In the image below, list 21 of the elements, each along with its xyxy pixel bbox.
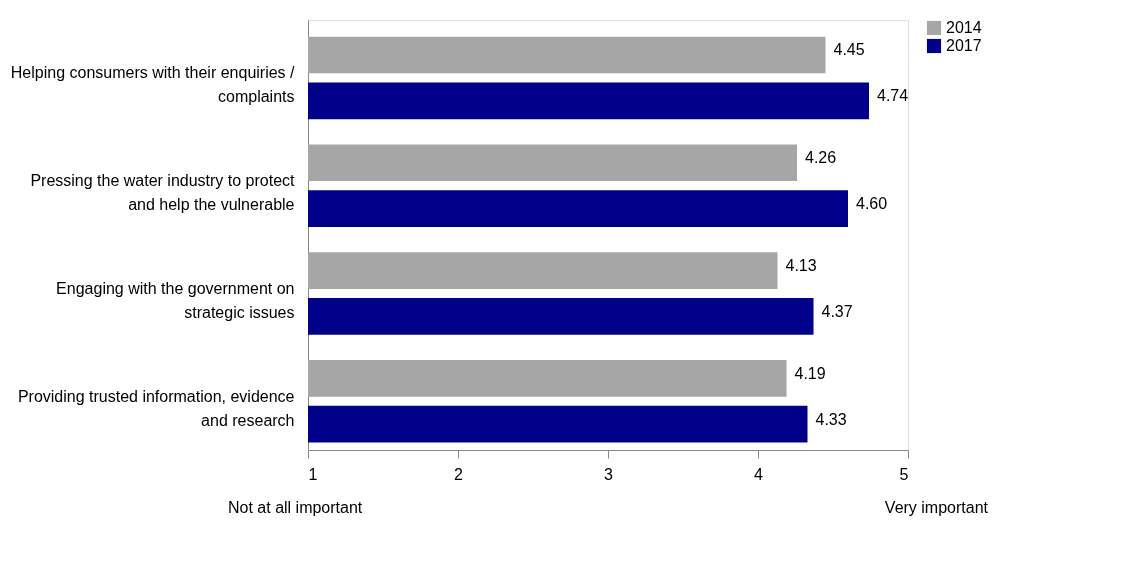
x-tick-label: 2 (454, 465, 464, 483)
x-tick-label: 3 (604, 465, 614, 483)
data-label: 4.26 (805, 149, 837, 167)
legend-label: 2014 (946, 19, 982, 36)
y-tick-label: Helping consumers with their enquiries / complaints (10, 64, 296, 106)
data-label: 4.45 (833, 41, 865, 59)
data-label: 4.19 (794, 364, 826, 382)
legend-label: 2017 (946, 37, 982, 54)
data-label: 4.33 (815, 410, 847, 428)
data-label: 4.37 (821, 302, 853, 320)
y-tick-label: Engaging with the government on strategic issues (56, 279, 295, 321)
data-label: 4.13 (785, 256, 817, 274)
x-tick-label: 4 (754, 465, 764, 483)
data-label: 4.60 (856, 195, 888, 213)
text: Very important (884, 499, 989, 516)
x-tick-label: 1 (308, 465, 318, 483)
y-tick-label: Providing trusted information, evidence and research (17, 387, 295, 429)
text: Not at all important (228, 499, 363, 516)
y-tick-label: Pressing the water industry to protect and help the vulnerable (30, 172, 296, 214)
x-tick-label: 5 (899, 465, 909, 483)
data-label: 4.74 (877, 87, 909, 105)
